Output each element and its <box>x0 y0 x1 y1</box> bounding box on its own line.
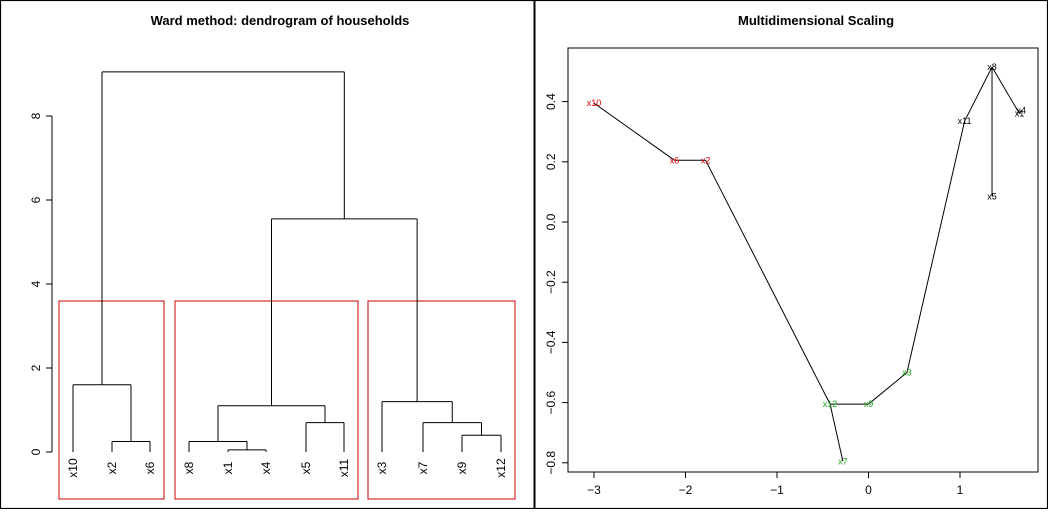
mds-point-x3: x3 <box>902 368 912 378</box>
dendrogram-title: Ward method: dendrogram of households <box>151 13 410 28</box>
leaf-label-x2: x2 <box>105 461 119 474</box>
mds-point-x10: x10 <box>587 98 602 108</box>
mds-y-axis: −0.8 −0.6 −0.4 −0.2 0.0 0.2 0.4 <box>544 93 569 475</box>
leaf-label-x10: x10 <box>66 458 80 478</box>
cluster-box-3 <box>367 300 516 500</box>
x-tick-label: −2 <box>679 483 693 497</box>
y-tick-label: −0.6 <box>544 390 558 414</box>
mds-edge <box>906 121 966 373</box>
mds-point-x2: x2 <box>701 155 711 165</box>
mds-x-axis: −3 −2 −1 0 1 <box>587 471 964 497</box>
mds-point-x6: x6 <box>670 155 680 165</box>
cluster-box-2 <box>174 300 359 500</box>
mds-edges <box>593 66 1022 462</box>
mds-plot-box <box>567 47 1039 473</box>
x-tick-label: 1 <box>957 483 964 497</box>
cluster-boxes <box>58 300 516 500</box>
mds-edge <box>991 66 1020 114</box>
mds-point-x4: x4 <box>1017 106 1027 116</box>
mds-point-x9: x9 <box>864 399 874 409</box>
mds-edge <box>868 372 908 405</box>
y-tick-label: 0.4 <box>544 93 558 110</box>
y-tick-label: −0.8 <box>544 451 558 475</box>
mds-point-x11: x11 <box>958 116 972 126</box>
mds-point-x5: x5 <box>987 191 997 201</box>
dendrogram-y-axis: 0 2 4 6 8 <box>29 112 53 455</box>
y-tick-label: −0.2 <box>544 270 558 294</box>
leaf-label-x11: x11 <box>337 458 351 477</box>
x-tick-label: −1 <box>770 483 784 497</box>
y-tick-label: 6 <box>29 196 43 203</box>
y-tick-label: −0.4 <box>544 330 558 354</box>
right-panel-frame <box>533 0 1048 510</box>
leaf-label-x3: x3 <box>375 461 389 474</box>
y-tick-label: 0.0 <box>544 213 558 230</box>
mds-point-x1: x1 <box>1015 109 1025 119</box>
leaf-label-x5: x5 <box>299 461 313 474</box>
x-tick-label: 0 <box>865 483 872 497</box>
leaf-label-x8: x8 <box>182 461 196 474</box>
mds-point-x7: x7 <box>838 456 848 466</box>
leaf-label-x12: x12 <box>494 458 508 478</box>
x-tick-label: −3 <box>587 483 601 497</box>
cluster-box-1 <box>58 300 165 500</box>
y-tick-label: 0.2 <box>544 153 558 170</box>
mds-edge <box>964 66 993 122</box>
dendrogram-leaf-labels: x10 x2 x6 x8 x1 x4 x5 x11 x3 x7 x9 x12 <box>66 458 508 478</box>
y-tick-label: 0 <box>29 448 43 455</box>
left-panel-frame <box>0 0 536 510</box>
y-tick-label: 2 <box>29 364 43 371</box>
leaf-label-x1: x1 <box>221 461 235 474</box>
leaf-label-x4: x4 <box>259 461 273 474</box>
mds-edge <box>593 102 675 161</box>
leaf-label-x9: x9 <box>455 461 469 474</box>
mds-title: Multidimensional Scaling <box>738 13 894 28</box>
mds-edge <box>705 160 831 405</box>
leaf-label-x7: x7 <box>416 461 430 474</box>
mds-edge <box>1019 110 1022 114</box>
mds-point-x12: x12 <box>823 399 838 409</box>
y-tick-label: 4 <box>29 280 43 287</box>
dendrogram-links <box>72 71 502 452</box>
mds-edge <box>829 403 844 462</box>
leaf-label-x6: x6 <box>143 461 157 474</box>
mds-point-x8: x8 <box>987 62 997 72</box>
y-tick-label: 8 <box>29 112 43 119</box>
